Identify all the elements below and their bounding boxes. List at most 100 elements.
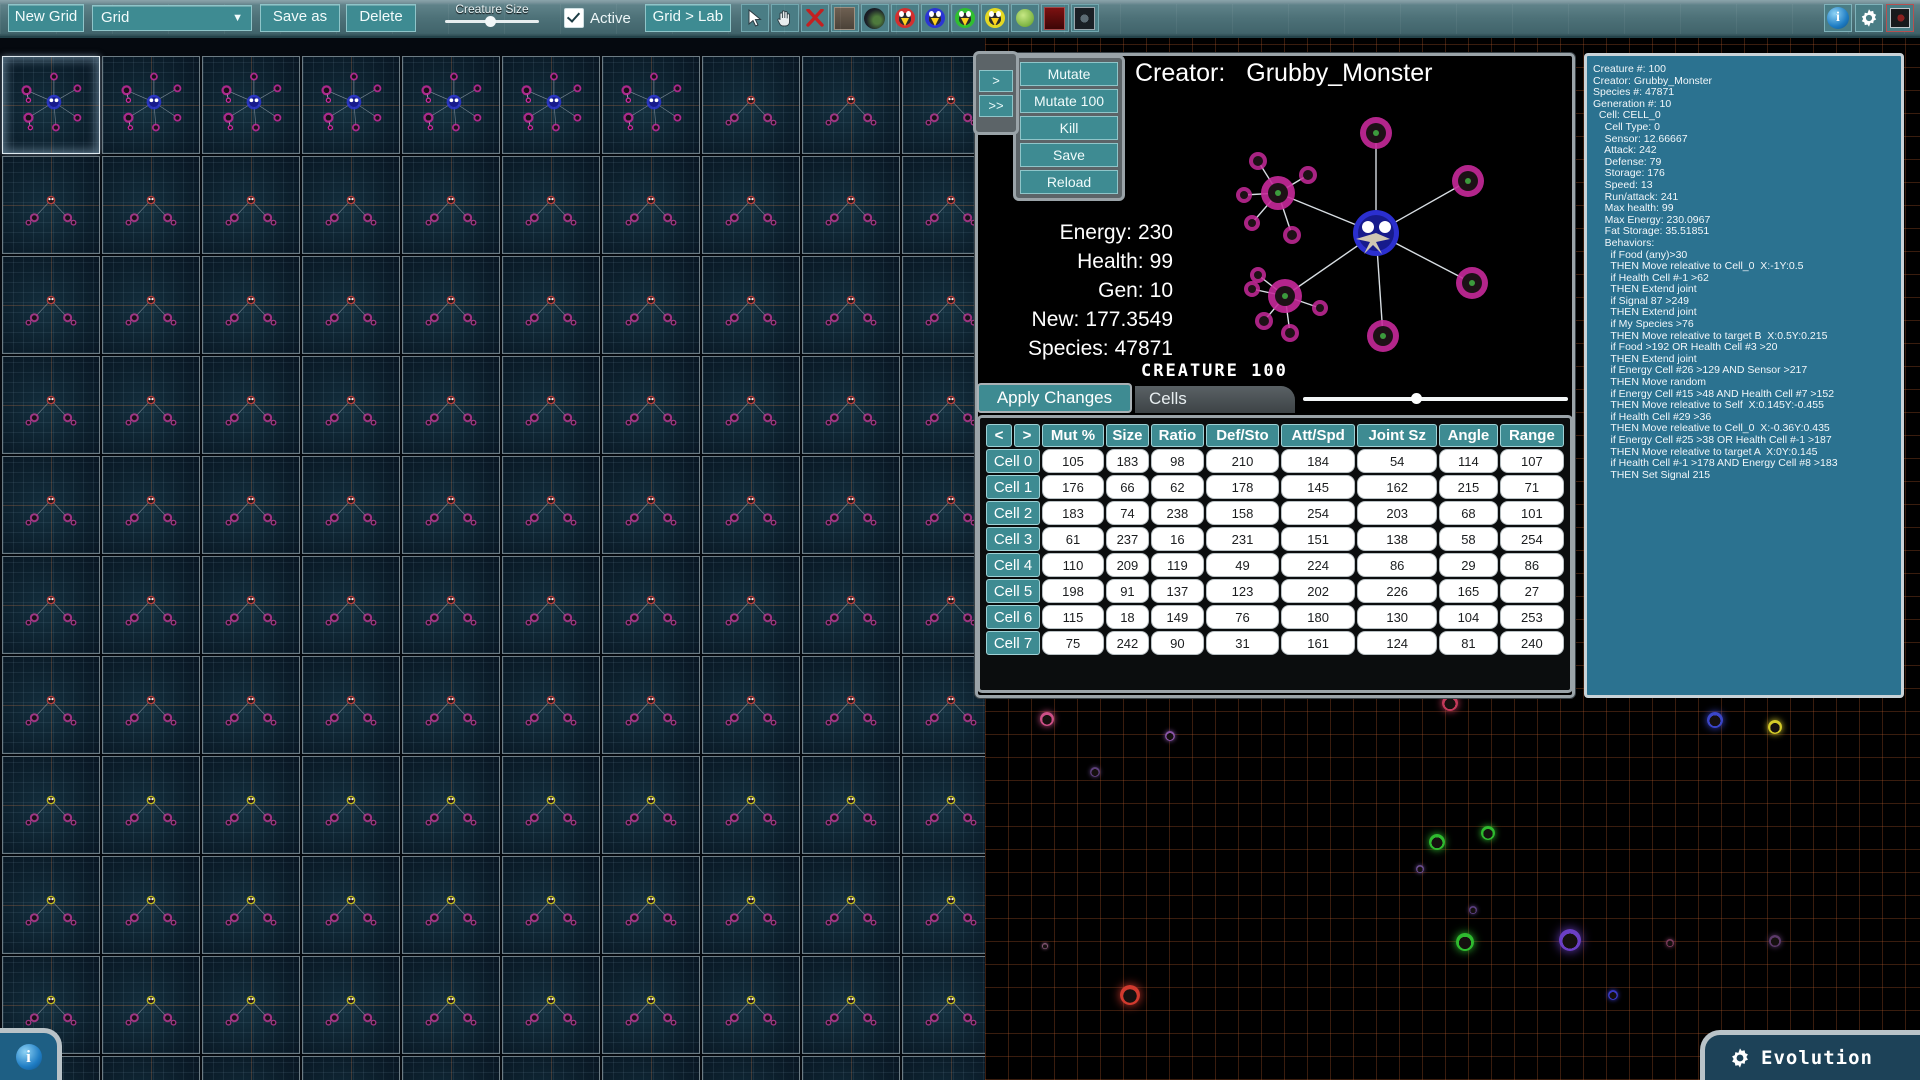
preview-zoom-track[interactable] (1303, 397, 1568, 401)
grid-creature-cell[interactable] (202, 856, 300, 954)
grid-creature-cell[interactable] (502, 756, 600, 854)
save-button[interactable]: Save (1020, 143, 1118, 167)
cell-value-input[interactable]: 198 (1042, 579, 1104, 603)
grid-creature-cell[interactable] (2, 156, 100, 254)
cell-value-input[interactable]: 123 (1205, 579, 1280, 603)
grid-creature-cell[interactable] (302, 756, 400, 854)
grid-creature-cell[interactable] (902, 356, 985, 454)
grid-creature-cell[interactable] (702, 556, 800, 654)
cell-value-input[interactable]: 210 (1205, 449, 1280, 473)
delete-button[interactable]: Delete (346, 4, 416, 32)
grid-creature-cell[interactable] (702, 256, 800, 354)
grid-creature-cell[interactable] (502, 256, 600, 354)
cell-value-input[interactable]: 124 (1357, 631, 1438, 655)
cell-value-input[interactable]: 54 (1357, 449, 1438, 473)
cursor-arrow-icon[interactable] (740, 4, 769, 32)
evolution-button[interactable]: Evolution (1700, 1030, 1920, 1080)
cell-row-label[interactable]: Cell 7 (986, 631, 1040, 655)
grid-creature-cell[interactable] (702, 456, 800, 554)
grid-creature-cell[interactable] (702, 1056, 800, 1080)
blue-creature-icon[interactable] (920, 4, 949, 32)
grid-creature-cell[interactable] (602, 56, 700, 154)
cell-row-label[interactable]: Cell 3 (986, 527, 1040, 551)
screenshot-icon[interactable] (1070, 4, 1099, 32)
cell-value-input[interactable]: 231 (1205, 527, 1280, 551)
grid-creature-cell[interactable] (402, 56, 500, 154)
grid-creature-cell[interactable] (702, 356, 800, 454)
cell-value-input[interactable]: 81 (1439, 631, 1498, 655)
world-creature[interactable] (1042, 943, 1048, 949)
creature-info-panel[interactable]: Creature #: 100 Creator: Grubby_Monster … (1584, 53, 1904, 698)
new-grid-button[interactable]: New Grid (8, 4, 84, 32)
grid-creature-cell[interactable] (102, 1056, 200, 1080)
grid-creature-cell[interactable] (2, 256, 100, 354)
grid-creature-cell[interactable] (902, 756, 985, 854)
green-creature-icon[interactable] (950, 4, 979, 32)
cell-row-label[interactable]: Cell 5 (986, 579, 1040, 603)
cell-table-column-header[interactable]: Ratio (1150, 424, 1204, 447)
world-creature[interactable] (1165, 731, 1175, 741)
cell-value-input[interactable]: 86 (1357, 553, 1438, 577)
cell-table-column-header[interactable]: Att/Spd (1281, 424, 1356, 447)
grid-creature-cell[interactable] (602, 1056, 700, 1080)
grid-creature-cell[interactable] (502, 456, 600, 554)
grid-creature-cell[interactable] (2, 656, 100, 754)
cell-value-input[interactable]: 254 (1281, 501, 1356, 525)
grid-creature-cell[interactable] (502, 556, 600, 654)
grid-creature-cell[interactable] (2, 456, 100, 554)
grid-creature-cell[interactable] (802, 456, 900, 554)
world-creature[interactable] (1416, 865, 1424, 873)
cell-value-input[interactable]: 58 (1439, 527, 1498, 551)
grid-creature-cell[interactable] (602, 256, 700, 354)
grid-creature-cell[interactable] (302, 556, 400, 654)
grid-creature-cell[interactable] (602, 856, 700, 954)
grid-creature-cell[interactable] (402, 1056, 500, 1080)
green-food-icon[interactable] (1010, 4, 1039, 32)
grid-creature-cell[interactable] (702, 956, 800, 1054)
cell-value-input[interactable]: 165 (1439, 579, 1498, 603)
cell-value-input[interactable]: 215 (1439, 475, 1498, 499)
mutate-100-button[interactable]: Mutate 100 (1020, 89, 1118, 113)
grid-creature-cell[interactable] (2, 556, 100, 654)
grid-creature-cell[interactable] (402, 856, 500, 954)
grid-creature-cell[interactable] (202, 156, 300, 254)
grid-creature-cell[interactable] (602, 656, 700, 754)
grid-creature-cell[interactable] (802, 156, 900, 254)
grid-creature-cell[interactable] (502, 656, 600, 754)
grid-creature-cell[interactable] (202, 756, 300, 854)
cell-value-input[interactable]: 18 (1105, 605, 1149, 629)
cell-value-input[interactable]: 242 (1105, 631, 1149, 655)
brown-square-icon[interactable] (830, 4, 859, 32)
cell-table-column-header[interactable]: Range (1499, 424, 1564, 447)
tab-cells[interactable]: Cells (1135, 386, 1295, 413)
cell-value-input[interactable]: 183 (1105, 449, 1149, 473)
grid-creature-cell[interactable] (902, 256, 985, 354)
world-creature[interactable] (1442, 695, 1458, 711)
cell-value-input[interactable]: 90 (1150, 631, 1204, 655)
grid-creature-cell[interactable] (102, 256, 200, 354)
grid-creature-cell[interactable] (902, 656, 985, 754)
grid-creature-cell[interactable] (402, 156, 500, 254)
grid-creature-cell[interactable] (702, 656, 800, 754)
cell-value-input[interactable]: 184 (1281, 449, 1356, 473)
grid-creature-cell[interactable] (302, 856, 400, 954)
expand-all-button[interactable]: >> (979, 94, 1013, 117)
cell-value-input[interactable]: 16 (1150, 527, 1204, 551)
grid-creature-cell[interactable] (202, 556, 300, 654)
cell-value-input[interactable]: 101 (1499, 501, 1564, 525)
bottom-left-info-widget[interactable]: i (0, 1028, 62, 1080)
grid-creature-cell[interactable] (602, 456, 700, 554)
grid-creature-cell[interactable] (602, 356, 700, 454)
cell-value-input[interactable]: 66 (1105, 475, 1149, 499)
cell-row-label[interactable]: Cell 0 (986, 449, 1040, 473)
cell-row-label[interactable]: Cell 1 (986, 475, 1040, 499)
cell-value-input[interactable]: 176 (1042, 475, 1104, 499)
grid-creature-cell[interactable] (802, 756, 900, 854)
cell-value-input[interactable]: 86 (1499, 553, 1564, 577)
grid-creature-cell[interactable] (702, 856, 800, 954)
grid-creature-cell[interactable] (502, 956, 600, 1054)
grid-creature-cell[interactable] (302, 656, 400, 754)
world-creature[interactable] (1559, 929, 1581, 951)
grid-creature-cell[interactable] (202, 456, 300, 554)
cell-table-column-header[interactable]: Angle (1439, 424, 1498, 447)
